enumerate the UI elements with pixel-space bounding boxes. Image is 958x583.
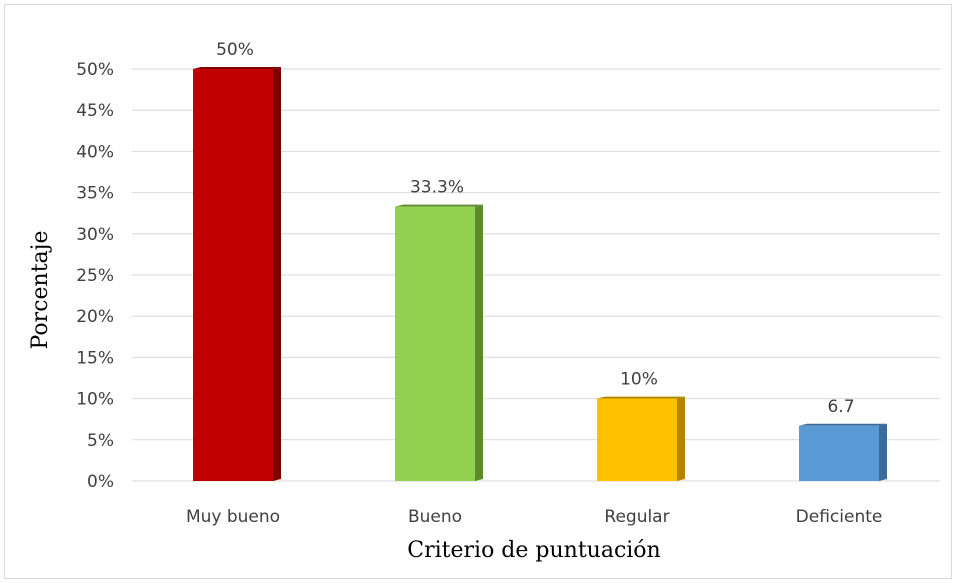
bar-top [395, 204, 483, 207]
bar-top [799, 423, 887, 426]
x-tick-label: Muy bueno [186, 507, 280, 527]
bars [193, 67, 887, 481]
bar-side [475, 204, 483, 481]
x-axis-title: Criterio de puntuación [407, 538, 660, 563]
y-tick-label: 35% [76, 184, 114, 204]
y-tick-label: 30% [76, 225, 114, 245]
x-tick-labels: Muy bueno Bueno Regular Deficiente [186, 507, 882, 527]
bar-deficiente [799, 423, 887, 481]
y-tick-label: 50% [76, 60, 114, 80]
bar-front [395, 206, 475, 481]
y-tick-label: 20% [76, 307, 114, 327]
bar-top [193, 67, 281, 69]
data-label: 6.7 [827, 397, 854, 417]
data-label: 33.3% [410, 178, 464, 198]
y-tick-label: 0% [87, 472, 114, 492]
bar-muy-bueno [193, 67, 281, 481]
bar-bueno [395, 204, 483, 481]
bar-front [799, 425, 879, 481]
y-tick-label: 15% [76, 348, 114, 368]
y-tick-label: 5% [87, 431, 114, 451]
bar-side [273, 67, 281, 481]
y-tick-label: 45% [76, 101, 114, 121]
bar-side [879, 423, 887, 481]
y-tick-label: 40% [76, 142, 114, 162]
data-label: 50% [216, 40, 254, 60]
data-label: 10% [620, 370, 658, 390]
bar-regular [597, 396, 685, 481]
y-axis-title: Porcentaje [28, 231, 53, 350]
bar-side [677, 396, 685, 481]
y-tick-label: 25% [76, 266, 114, 286]
bar-top [597, 396, 685, 399]
x-tick-label: Bueno [408, 507, 462, 527]
bar-front [597, 398, 677, 481]
x-tick-label: Regular [604, 507, 669, 527]
x-tick-label: Deficiente [796, 507, 883, 527]
data-labels: 50% 33.3% 10% 6.7 [216, 40, 854, 417]
bar-front [193, 69, 273, 481]
y-tick-labels: 0% 5% 10% 15% 20% 25% 30% 35% 40% 45% 50% [76, 60, 114, 492]
y-tick-label: 10% [76, 390, 114, 410]
